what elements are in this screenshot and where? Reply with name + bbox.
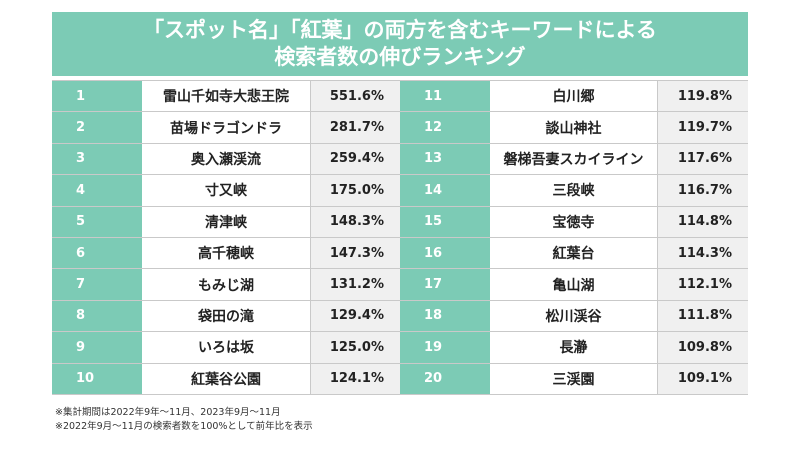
growth-value-cell: 114.3% [658, 237, 748, 269]
rank-cell: 2 [52, 112, 142, 143]
spot-name-cell: 白川郷 [490, 81, 658, 112]
growth-value-cell: 114.8% [658, 206, 748, 237]
ranking-table-right: 11 白川郷 119.8% 12 談山神社 119.7% 13 磐梯吾妻スカイラ… [400, 80, 748, 395]
spot-name-cell: いろは坂 [142, 332, 310, 363]
spot-name-cell: 亀山湖 [490, 269, 658, 300]
rank-cell: 12 [400, 112, 490, 143]
table-row: 2 苗場ドラゴンドラ 281.7% [52, 111, 400, 144]
footnote-baseline: ※2022年9月～11月の検索者数を100%として前年比を表示 [55, 421, 313, 432]
rank-cell: 13 [400, 143, 490, 175]
growth-value-cell: 111.8% [658, 300, 748, 332]
rank-cell: 14 [400, 175, 490, 206]
table-row: 5 清津峡 148.3% [52, 205, 400, 238]
rank-cell: 1 [52, 81, 142, 112]
spot-name-cell: 三段峡 [490, 175, 658, 206]
table-row: 15 宝徳寺 114.8% [400, 205, 748, 238]
spot-name-cell: もみじ湖 [142, 269, 310, 300]
rank-cell: 6 [52, 237, 142, 269]
spot-name-cell: 清津峡 [142, 206, 310, 237]
growth-value-cell: 109.1% [658, 363, 748, 394]
growth-value-cell: 175.0% [310, 175, 400, 206]
table-row: 14 三段峡 116.7% [400, 174, 748, 207]
table-row: 19 長瀞 109.8% [400, 331, 748, 364]
spot-name-cell: 高千穂峡 [142, 237, 310, 269]
footnote-period: ※集計期間は2022年9年～11月、2023年9月～11月 [55, 407, 281, 418]
spot-name-cell: 奥入瀬渓流 [142, 143, 310, 175]
growth-value-cell: 109.8% [658, 332, 748, 363]
table-row: 7 もみじ湖 131.2% [52, 268, 400, 301]
table-row: 4 寸又峡 175.0% [52, 174, 400, 207]
rank-cell: 3 [52, 143, 142, 175]
rank-cell: 7 [52, 269, 142, 300]
rank-cell: 19 [400, 332, 490, 363]
growth-value-cell: 147.3% [310, 237, 400, 269]
growth-value-cell: 131.2% [310, 269, 400, 300]
rank-cell: 8 [52, 300, 142, 332]
growth-value-cell: 124.1% [310, 363, 400, 394]
growth-value-cell: 148.3% [310, 206, 400, 237]
table-row: 6 高千穂峡 147.3% [52, 236, 400, 270]
rank-cell: 20 [400, 363, 490, 394]
growth-value-cell: 551.6% [310, 81, 400, 112]
ranking-table-left: 1 雷山千如寺大悲王院 551.6% 2 苗場ドラゴンドラ 281.7% 3 奥… [52, 80, 400, 395]
rank-cell: 18 [400, 300, 490, 332]
table-row: 13 磐梯吾妻スカイライン 117.6% [400, 142, 748, 176]
rank-cell: 10 [52, 363, 142, 394]
table-row: 20 三渓園 109.1% [400, 362, 748, 395]
table-row: 1 雷山千如寺大悲王院 551.6% [52, 80, 400, 113]
rank-cell: 5 [52, 206, 142, 237]
rank-cell: 17 [400, 269, 490, 300]
spot-name-cell: 袋田の滝 [142, 300, 310, 332]
growth-value-cell: 116.7% [658, 175, 748, 206]
rank-cell: 9 [52, 332, 142, 363]
growth-value-cell: 117.6% [658, 143, 748, 175]
table-row: 3 奥入瀬渓流 259.4% [52, 142, 400, 176]
rank-cell: 15 [400, 206, 490, 237]
rank-cell: 4 [52, 175, 142, 206]
growth-value-cell: 281.7% [310, 112, 400, 143]
table-row: 8 袋田の滝 129.4% [52, 299, 400, 333]
title-line-2: 検索者数の伸びランキング [274, 45, 526, 69]
spot-name-cell: 松川渓谷 [490, 300, 658, 332]
table-row: 10 紅葉谷公園 124.1% [52, 362, 400, 395]
spot-name-cell: 宝徳寺 [490, 206, 658, 237]
growth-value-cell: 125.0% [310, 332, 400, 363]
growth-value-cell: 129.4% [310, 300, 400, 332]
spot-name-cell: 雷山千如寺大悲王院 [142, 81, 310, 112]
spot-name-cell: 紅葉台 [490, 237, 658, 269]
growth-value-cell: 119.8% [658, 81, 748, 112]
table-row: 11 白川郷 119.8% [400, 80, 748, 113]
title-line-1: 「スポット名」「紅葉」の両方を含むキーワードによる [143, 18, 657, 42]
rank-cell: 16 [400, 237, 490, 269]
footnotes: ※集計期間は2022年9年～11月、2023年9月～11月 ※2022年9月～1… [55, 406, 313, 434]
growth-value-cell: 112.1% [658, 269, 748, 300]
spot-name-cell: 三渓園 [490, 363, 658, 394]
table-row: 9 いろは坂 125.0% [52, 331, 400, 364]
spot-name-cell: 磐梯吾妻スカイライン [490, 143, 658, 175]
growth-value-cell: 119.7% [658, 112, 748, 143]
table-row: 12 談山神社 119.7% [400, 111, 748, 144]
rank-cell: 11 [400, 81, 490, 112]
spot-name-cell: 談山神社 [490, 112, 658, 143]
spot-name-cell: 苗場ドラゴンドラ [142, 112, 310, 143]
growth-value-cell: 259.4% [310, 143, 400, 175]
ranking-title: 「スポット名」「紅葉」の両方を含むキーワードによる 検索者数の伸びランキング [52, 12, 748, 76]
table-row: 16 紅葉台 114.3% [400, 236, 748, 270]
table-row: 18 松川渓谷 111.8% [400, 299, 748, 333]
spot-name-cell: 紅葉谷公園 [142, 363, 310, 394]
spot-name-cell: 寸又峡 [142, 175, 310, 206]
spot-name-cell: 長瀞 [490, 332, 658, 363]
table-row: 17 亀山湖 112.1% [400, 268, 748, 301]
